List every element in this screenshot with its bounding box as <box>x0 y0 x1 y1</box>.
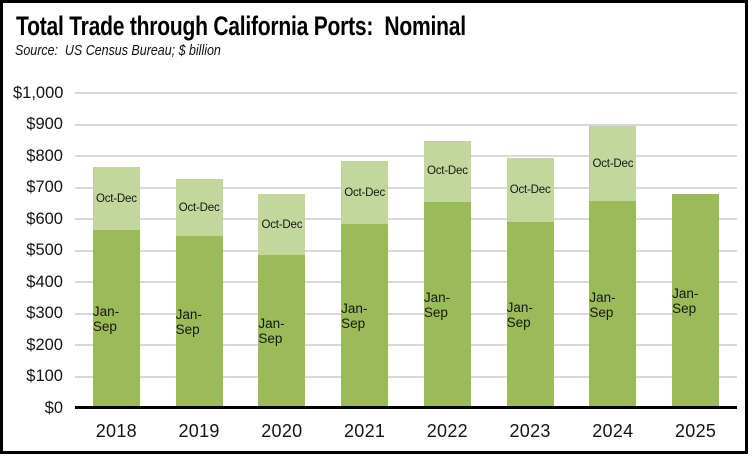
y-tick-label: $300 <box>26 304 63 322</box>
gridline <box>75 92 737 94</box>
x-axis-labels: 2018 2019 2020 2021 2022 2023 2024 2025 <box>75 421 737 442</box>
x-tick-label-2019: 2019 <box>178 421 220 441</box>
bar-segment-jan-sep: Jan-Sep <box>589 201 637 408</box>
bar-segment-oct-dec: Oct-Dec <box>589 126 637 202</box>
y-tick-label: $400 <box>26 272 63 291</box>
y-tick-label: $100 <box>26 367 63 385</box>
bar-segment-oct-dec: Oct-Dec <box>423 140 471 202</box>
bar-segment-oct-dec: Oct-Dec <box>92 167 140 231</box>
chart-frame: Total Trade through California Ports: No… <box>0 0 748 454</box>
segment-label-oct-dec: Oct-Dec <box>509 183 551 196</box>
y-axis: $0 $100 $200 $300 $400 $500 $600 $700 $800 $900 $1… <box>13 84 63 417</box>
x-tick-label-2022: 2022 <box>426 421 468 441</box>
x-tick-label-2018: 2018 <box>95 421 137 441</box>
x-tick-label-2024: 2024 <box>592 421 634 441</box>
bar-2022: Oct-Dec Jan-Sep <box>423 140 471 408</box>
y-tick-label: $1,000 <box>13 83 64 102</box>
bar-segment-oct-dec: Oct-Dec <box>341 160 389 225</box>
segment-label-jan-sep: Jan-Sep <box>175 307 202 338</box>
gridline <box>75 218 737 220</box>
gridline <box>75 155 737 157</box>
gridline <box>75 375 737 378</box>
y-tick-label: $0 <box>44 398 63 417</box>
bar-segment-jan-sep: Jan-Sep <box>423 202 471 408</box>
gridline <box>75 123 737 126</box>
y-tick-label: $900 <box>26 115 63 133</box>
segment-label-jan-sep: Jan-Sep <box>506 299 533 330</box>
bar-2023: Oct-Dec Jan-Sep <box>506 157 554 408</box>
plot-region: Oct-Dec Jan-Sep Oct-Dec Jan-Sep Oct-Dec Jan-S… <box>75 92 737 409</box>
segment-label-jan-sep: Jan-Sep <box>258 316 285 347</box>
y-tick-label: $200 <box>26 335 63 354</box>
bar-segment-jan-sep: Jan-Sep <box>175 236 223 408</box>
segment-label-jan-sep: Jan-Sep <box>589 289 616 320</box>
segment-label-oct-dec: Oct-Dec <box>95 192 137 205</box>
x-tick-label-2025: 2025 <box>675 421 717 441</box>
bar-segment-jan-sep: Jan-Sep <box>258 254 306 408</box>
x-tick-label-2020: 2020 <box>261 421 303 441</box>
segment-label-jan-sep: Jan-Sep <box>672 285 699 316</box>
bar-segment-oct-dec: Oct-Dec <box>258 194 306 255</box>
bar-2020: Oct-Dec Jan-Sep <box>258 194 306 408</box>
bar-segment-jan-sep: Jan-Sep <box>506 221 554 408</box>
chart-source-note: Source: US Census Bureau; $ billion <box>15 43 221 59</box>
segment-label-jan-sep: Jan-Sep <box>423 290 451 320</box>
segment-label-jan-sep: Jan-Sep <box>341 301 368 332</box>
chart-title: Total Trade through California Ports: No… <box>16 11 466 41</box>
bars-row: Oct-Dec Jan-Sep Oct-Dec Jan-Sep Oct-Dec Jan-S… <box>75 93 737 408</box>
plot-area: $0 $100 $200 $300 $400 $500 $600 $700 $800 $900 $1… <box>13 84 737 441</box>
segment-label-oct-dec: Oct-Dec <box>426 165 468 178</box>
segment-label-oct-dec: Oct-Dec <box>344 186 386 199</box>
gridline <box>75 281 737 283</box>
bar-2021: Oct-Dec Jan-Sep <box>341 160 389 408</box>
y-tick-label: $600 <box>26 209 63 228</box>
gridline <box>75 312 737 315</box>
bar-2025: Jan-Sep <box>672 193 720 408</box>
bar-2024: Oct-Dec Jan-Sep <box>589 126 637 408</box>
bar-segment-oct-dec: Oct-Dec <box>506 157 554 222</box>
segment-label-oct-dec: Oct-Dec <box>261 218 303 231</box>
gridline <box>75 186 737 189</box>
segment-label-jan-sep: Jan-Sep <box>92 304 120 334</box>
y-tick-label: $700 <box>26 178 63 196</box>
bar-segment-jan-sep: Jan-Sep <box>92 230 140 408</box>
gridline <box>75 249 737 252</box>
segment-label-oct-dec: Oct-Dec <box>592 157 634 170</box>
y-tick-label: $500 <box>26 241 63 259</box>
x-tick-label-2023: 2023 <box>509 421 551 441</box>
y-tick-label: $800 <box>26 146 63 165</box>
x-axis-line <box>75 406 737 409</box>
bar-segment-jan-sep: Jan-Sep <box>341 224 389 408</box>
x-tick-label-2021: 2021 <box>344 421 386 441</box>
bar-2019: Oct-Dec Jan-Sep <box>175 179 223 408</box>
gridline <box>75 344 737 346</box>
bar-2018: Oct-Dec Jan-Sep <box>92 167 140 408</box>
segment-label-oct-dec: Oct-Dec <box>178 201 220 214</box>
bar-segment-oct-dec: Oct-Dec <box>175 179 223 237</box>
bar-segment-jan-sep: Jan-Sep <box>672 193 720 408</box>
